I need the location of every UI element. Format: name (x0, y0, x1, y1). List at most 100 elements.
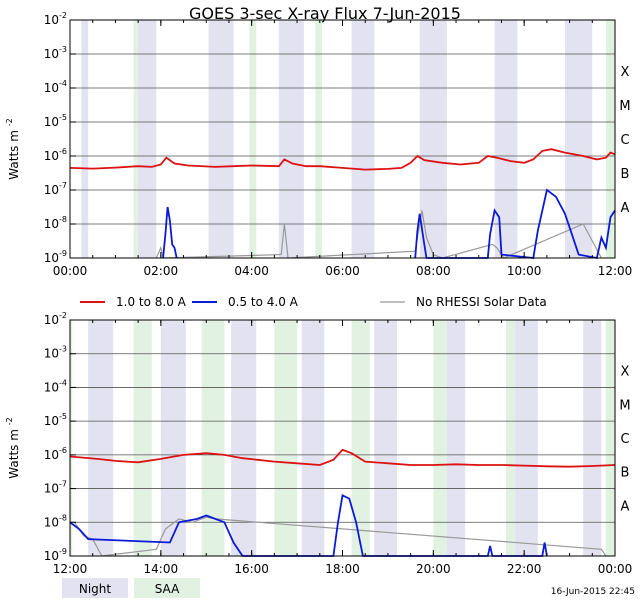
y-tick-label: 10-5 (44, 113, 67, 129)
legend-item-0: 1.0 to 8.0 A (80, 295, 187, 309)
y-tick-label: 10-8 (44, 215, 67, 231)
saa-band (274, 320, 298, 556)
y-tick-exponent: -9 (59, 547, 67, 556)
x-tick-label: 02:00 (144, 264, 179, 278)
y-tick-label: 10-8 (44, 513, 67, 529)
series-0.5-4.0A (162, 206, 178, 259)
x-tick-label: 00:00 (53, 264, 88, 278)
saa-band (351, 320, 370, 556)
y-axis-label: Watts m -2 (5, 118, 21, 179)
night-band (81, 20, 89, 258)
night-band (446, 320, 466, 556)
shade-legend-night: Night (62, 578, 128, 598)
x-tick-label: 14:00 (144, 562, 179, 576)
night-band (494, 20, 518, 258)
saa-band (201, 320, 225, 556)
saa-band (605, 20, 615, 258)
y-tick-label: 10-3 (44, 345, 67, 361)
night-band (351, 20, 375, 258)
y-tick-exponent: -3 (59, 45, 67, 54)
x-tick-label: 06:00 (325, 264, 360, 278)
flare-class-C: C (620, 432, 629, 447)
panel-top: 00:00 02:00 04:00 06:00 08:00 10:00 12:00 10-2 1… (5, 11, 632, 278)
shade-legend: Night SAA (62, 578, 200, 598)
night-band (88, 320, 114, 556)
y-tick-exponent: -4 (59, 378, 67, 387)
y-tick-label: 10-7 (44, 480, 67, 496)
x-tick-label: 18:00 (325, 562, 360, 576)
footer-timestamp: 16-Jun-2015 22:45 (551, 587, 635, 597)
plot-panels: 00:00 02:00 04:00 06:00 08:00 10:00 12:0010-21… (5, 11, 632, 576)
series-1.0-8.0A (69, 448, 616, 468)
night-band (278, 20, 304, 258)
flare-class-M: M (619, 398, 630, 413)
x-tick-label: 00:00 (598, 562, 633, 576)
x-tick-label: 16:00 (234, 562, 269, 576)
night-band (419, 20, 447, 258)
y-tick-label: 10-6 (44, 147, 67, 163)
y-tick-label: 10-4 (44, 79, 67, 95)
night-band (231, 320, 257, 556)
legend-item-1: 0.5 to 4.0 A (192, 295, 299, 309)
panel-bottom: 12:00 14:00 16:00 18:00 20:00 22:00 00:00 10-2 1… (5, 311, 632, 576)
chart-title: GOES 3-sec X-ray Flux 7-Jun-2015 (189, 4, 461, 23)
saa-band (70, 320, 73, 556)
x-tick-label: 08:00 (416, 264, 451, 278)
y-tick-exponent: -2 (59, 11, 67, 20)
y-tick-label: 10-5 (44, 412, 67, 428)
shade-legend-saa: SAA (134, 578, 200, 598)
series-rhessi (155, 210, 602, 259)
saa-band (605, 320, 615, 556)
series-1.0-8.0A (69, 148, 616, 171)
shade-legend-label: SAA (155, 582, 180, 596)
x-tick-label: 20:00 (416, 562, 451, 576)
flare-class-A: A (621, 201, 630, 216)
night-band (565, 20, 593, 258)
legend-label: 0.5 to 4.0 A (228, 295, 299, 309)
y-tick-exponent: -6 (59, 147, 67, 156)
series-0.5-4.0A (414, 188, 616, 260)
y-tick-label: 10-3 (44, 45, 67, 61)
flare-class-X: X (621, 65, 630, 80)
x-tick-label: 22:00 (507, 562, 542, 576)
night-band (160, 320, 186, 556)
y-tick-exponent: -5 (59, 113, 67, 122)
y-tick-label: 10-9 (44, 547, 67, 563)
y-tick-label: 10-2 (44, 311, 67, 327)
flare-class-B: B (621, 167, 630, 182)
y-tick-exponent: -7 (59, 181, 67, 190)
night-band (208, 20, 234, 258)
y-tick-label: 10-4 (44, 378, 67, 394)
saa-band (315, 20, 323, 258)
night-band (301, 320, 325, 556)
shade-legend-label: Night (79, 582, 112, 596)
y-tick-label: 10-2 (44, 11, 67, 27)
shade-swatch (62, 578, 128, 598)
night-band (515, 320, 538, 556)
shade-swatch (134, 578, 200, 598)
y-tick-exponent: -9 (59, 249, 67, 258)
y-tick-exponent: -6 (59, 446, 67, 455)
night-band (374, 320, 397, 556)
x-tick-label: 12:00 (598, 264, 633, 278)
y-tick-exponent: -3 (59, 345, 67, 354)
y-tick-exponent: -5 (59, 412, 67, 421)
legend-item-2: No RHESSI Solar Data (380, 295, 547, 309)
night-band (138, 20, 157, 258)
flare-class-A: A (621, 499, 630, 514)
x-tick-label: 10:00 (507, 264, 542, 278)
flare-class-B: B (621, 466, 630, 481)
y-axis-label: Watts m -2 (5, 417, 21, 478)
night-band (583, 320, 602, 556)
y-tick-exponent: -2 (59, 311, 67, 320)
saa-band (433, 320, 447, 556)
legend: 1.0 to 8.0 A 0.5 to 4.0 A No RHESSI Solar … (80, 295, 547, 309)
y-tick-label: 10-9 (44, 249, 67, 265)
flare-class-X: X (621, 365, 630, 380)
y-tick-exponent: -8 (59, 513, 67, 522)
x-tick-label: 04:00 (234, 264, 269, 278)
x-tick-label: 12:00 (53, 562, 88, 576)
legend-label: 1.0 to 8.0 A (116, 295, 187, 309)
